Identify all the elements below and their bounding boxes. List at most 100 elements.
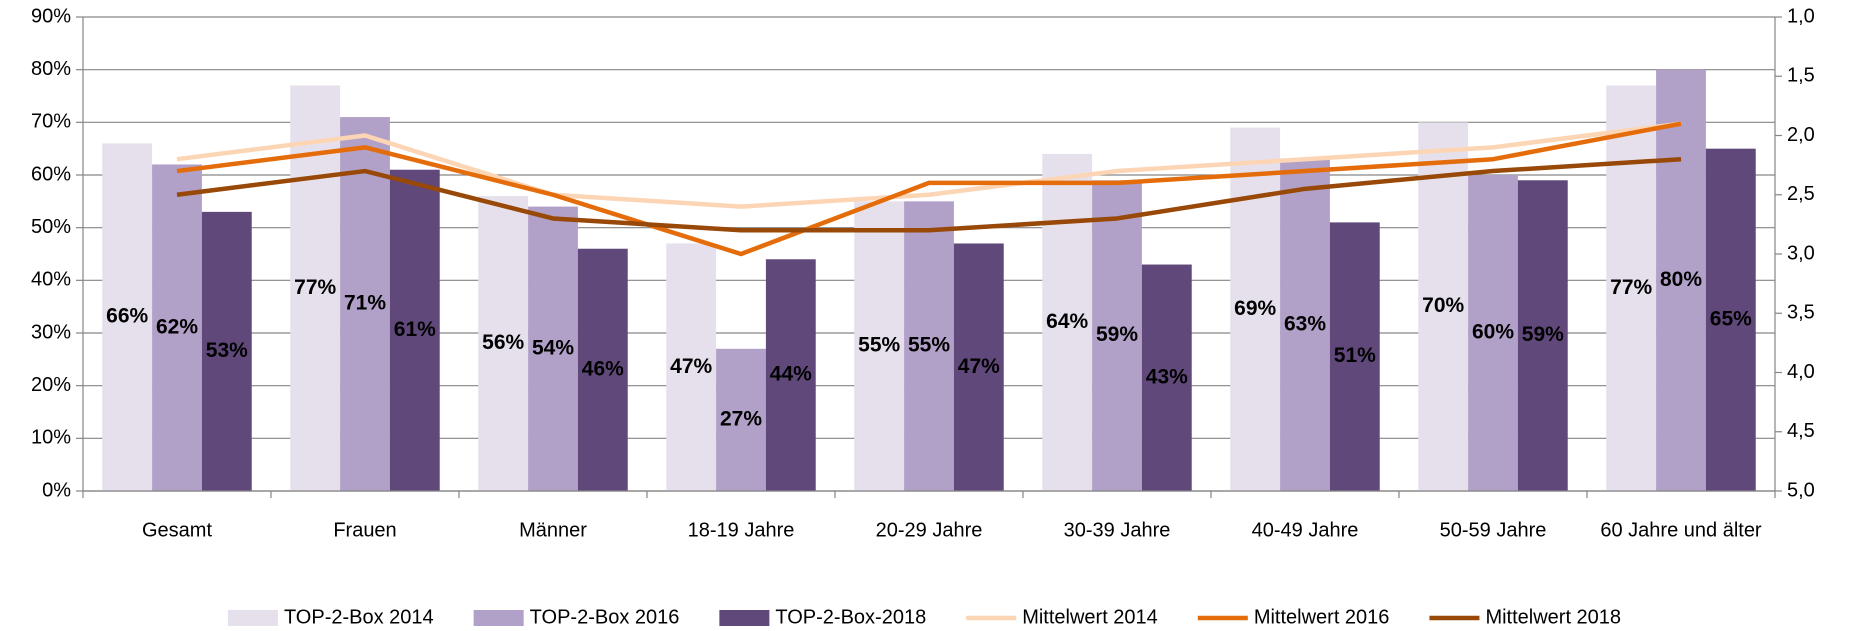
bar [1092, 180, 1142, 491]
x-tick-label: 20-29 Jahre [876, 519, 983, 541]
line-series [176, 156, 1682, 233]
x-tick-label: 60 Jahre und älter [1600, 519, 1762, 541]
x-tick-label: 30-39 Jahre [1064, 519, 1171, 541]
data-label: 44% [770, 363, 812, 386]
bar [1468, 175, 1518, 491]
y-tick-label: 80% [31, 58, 71, 80]
data-label: 27% [720, 407, 762, 430]
bar [478, 196, 529, 492]
bar [1418, 122, 1469, 491]
data-label: 66% [106, 305, 148, 328]
bar [1329, 222, 1380, 491]
legend-item: TOP-2-Box-2018 [719, 606, 926, 628]
bar [389, 169, 440, 491]
data-label: 47% [670, 355, 712, 378]
bar [904, 201, 954, 492]
data-label: 46% [582, 357, 624, 380]
bar [1656, 69, 1706, 492]
bar [1705, 148, 1756, 491]
bar [201, 211, 252, 491]
bar [340, 117, 390, 492]
line-series [176, 121, 1682, 209]
legend-item: TOP-2-Box 2016 [473, 606, 680, 628]
line-series [176, 121, 1682, 257]
data-label: 71% [344, 292, 386, 315]
data-label: 80% [1660, 268, 1702, 291]
bar [577, 248, 628, 491]
data-label: 47% [958, 355, 1000, 378]
legend-swatch [227, 610, 278, 626]
bar [1141, 264, 1192, 491]
bar [666, 243, 717, 491]
x-tick-label: Männer [519, 519, 587, 541]
y2-tick-label: 5,0 [1787, 479, 1815, 501]
legend-label: Mittelwert 2018 [1485, 606, 1621, 628]
y2-tick-label: 4,0 [1787, 361, 1815, 383]
legend-label: TOP-2-Box 2016 [530, 606, 680, 628]
bar [1280, 159, 1330, 491]
data-label: 51% [1334, 344, 1376, 367]
bar [716, 348, 766, 491]
data-label: 61% [394, 318, 436, 341]
data-label: 64% [1046, 310, 1088, 333]
data-label: 65% [1710, 307, 1752, 330]
y-tick-label: 10% [31, 427, 71, 449]
y2-tick-label: 2,0 [1787, 124, 1815, 146]
x-tick-label: 18-19 Jahre [688, 519, 795, 541]
y2-tick-label: 3,0 [1787, 242, 1815, 264]
bar [1517, 180, 1568, 491]
data-label: 43% [1146, 365, 1188, 388]
bar [152, 164, 202, 491]
x-tick-label: 50-59 Jahre [1440, 519, 1547, 541]
legend-item: Mittelwert 2014 [966, 606, 1158, 628]
data-label: 77% [294, 276, 336, 299]
data-label: 60% [1472, 321, 1514, 344]
bar [102, 143, 153, 491]
legend-label: Mittelwert 2014 [1022, 606, 1158, 628]
legend-item: Mittelwert 2018 [1429, 606, 1621, 628]
y-tick-label: 70% [31, 111, 71, 133]
data-label: 55% [858, 334, 900, 357]
legend-swatch [719, 610, 770, 626]
y-tick-label: 40% [31, 269, 71, 291]
data-label: 62% [156, 315, 198, 338]
data-label: 55% [908, 334, 950, 357]
y-tick-label: 50% [31, 216, 71, 238]
legend-label: Mittelwert 2016 [1254, 606, 1390, 628]
data-label: 56% [482, 331, 524, 354]
data-label: 59% [1522, 323, 1564, 346]
bar [854, 201, 905, 492]
data-label: 70% [1422, 294, 1464, 317]
data-label: 63% [1284, 313, 1326, 336]
bar [1606, 85, 1657, 491]
bar [765, 259, 816, 491]
bar [953, 243, 1004, 491]
data-label: 54% [532, 336, 574, 359]
y-tick-label: 90% [31, 5, 71, 27]
bar [1042, 153, 1093, 491]
x-tick-label: 40-49 Jahre [1252, 519, 1359, 541]
data-label: 53% [206, 339, 248, 362]
legend-swatch [473, 610, 524, 626]
y-tick-label: 30% [31, 321, 71, 343]
y2-tick-label: 1,5 [1787, 65, 1815, 87]
bar [1230, 127, 1281, 491]
x-tick-label: Gesamt [142, 519, 212, 541]
legend-label: TOP-2-Box 2014 [284, 606, 434, 628]
y2-tick-label: 4,5 [1787, 420, 1815, 442]
x-tick-label: Frauen [333, 519, 396, 541]
y-tick-label: 20% [31, 374, 71, 396]
legend-label: TOP-2-Box-2018 [775, 606, 926, 628]
legend-item: Mittelwert 2016 [1197, 606, 1390, 628]
data-label: 59% [1096, 323, 1138, 346]
legend-item: TOP-2-Box 2014 [227, 606, 434, 628]
bar [528, 206, 578, 491]
y-tick-label: 60% [31, 163, 71, 185]
data-label: 69% [1234, 297, 1276, 320]
y2-tick-label: 2,5 [1787, 183, 1815, 205]
data-label: 77% [1610, 276, 1652, 299]
y2-tick-label: 3,5 [1787, 302, 1815, 324]
y2-tick-label: 1,0 [1787, 5, 1815, 27]
